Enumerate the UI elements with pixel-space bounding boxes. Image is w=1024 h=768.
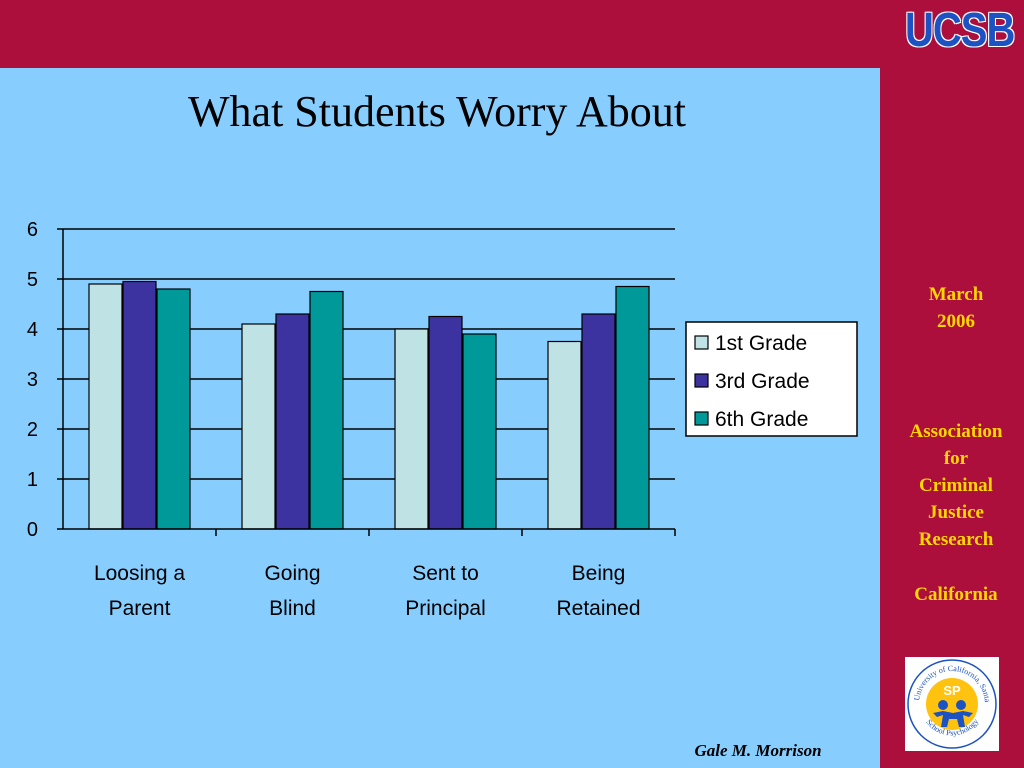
x-tick-label: Retained — [556, 597, 640, 620]
legend-label: 6th Grade — [715, 408, 808, 431]
axes: 0 1 2 3 4 5 6 Loosing a Parent Going Blind Sent to P… — [27, 219, 676, 620]
y-tick-label: 6 — [27, 219, 38, 241]
y-tick-label: 1 — [27, 469, 38, 491]
bar-6th-grade — [462, 333, 497, 530]
side-bar — [880, 68, 1024, 768]
org-line-2: for — [943, 448, 969, 469]
org-line-3: Criminal — [919, 475, 993, 496]
bar-3rd-grade — [581, 313, 616, 530]
org-line-5: Research — [918, 529, 994, 550]
y-tick-label: 0 — [27, 519, 38, 541]
ucsb-logo: UCSB — [905, 4, 1015, 57]
x-tick-label: Principal — [405, 597, 486, 620]
header-bar — [0, 0, 1024, 68]
x-tick-label: Going — [264, 562, 320, 585]
y-tick-label: 3 — [27, 369, 38, 391]
x-tick-label: Sent to — [412, 562, 479, 585]
bar-6th-grade — [309, 290, 344, 530]
x-tick-label: Blind — [269, 597, 316, 620]
org-line-1: Association — [909, 421, 1003, 442]
legend-swatch — [694, 411, 709, 426]
y-tick-label: 2 — [27, 419, 38, 441]
y-tick-label: 5 — [27, 269, 38, 291]
slide-title: What Students Worry About — [188, 87, 686, 136]
legend-box — [685, 321, 858, 437]
org-line-4: Justice — [928, 502, 984, 523]
y-tick-label: 4 — [27, 319, 38, 341]
location: California — [914, 584, 998, 605]
bar-1st-grade — [394, 328, 429, 530]
bar-1st-grade — [547, 340, 582, 530]
bar-3rd-grade — [122, 280, 157, 530]
legend: 1st Grade 3rd Grade 6th Grade — [685, 321, 858, 437]
author-name: Gale M. Morrison — [694, 741, 822, 760]
bar-3rd-grade — [428, 315, 463, 530]
legend-swatch — [694, 373, 709, 388]
legend-swatch — [694, 335, 709, 350]
bar-6th-grade — [615, 285, 650, 530]
date-year: 2006 — [937, 311, 975, 332]
x-tick-label: Parent — [109, 597, 171, 620]
seal-letters: SP — [943, 683, 961, 698]
bars — [88, 280, 650, 530]
legend-label: 1st Grade — [715, 332, 807, 355]
bar-chart: 0 1 2 3 4 5 6 Loosing a Parent Going Blind Sent to P… — [27, 219, 858, 620]
bar-1st-grade — [88, 283, 123, 530]
date-month: March — [928, 284, 984, 305]
bar-3rd-grade — [275, 313, 310, 530]
x-tick-label: Loosing a — [94, 562, 185, 585]
bar-1st-grade — [241, 323, 276, 530]
legend-label: 3rd Grade — [715, 370, 810, 393]
school-psychology-seal: University of California, Santa Barbara … — [902, 650, 999, 751]
x-tick-label: Being — [572, 562, 626, 585]
bar-6th-grade — [156, 288, 191, 530]
